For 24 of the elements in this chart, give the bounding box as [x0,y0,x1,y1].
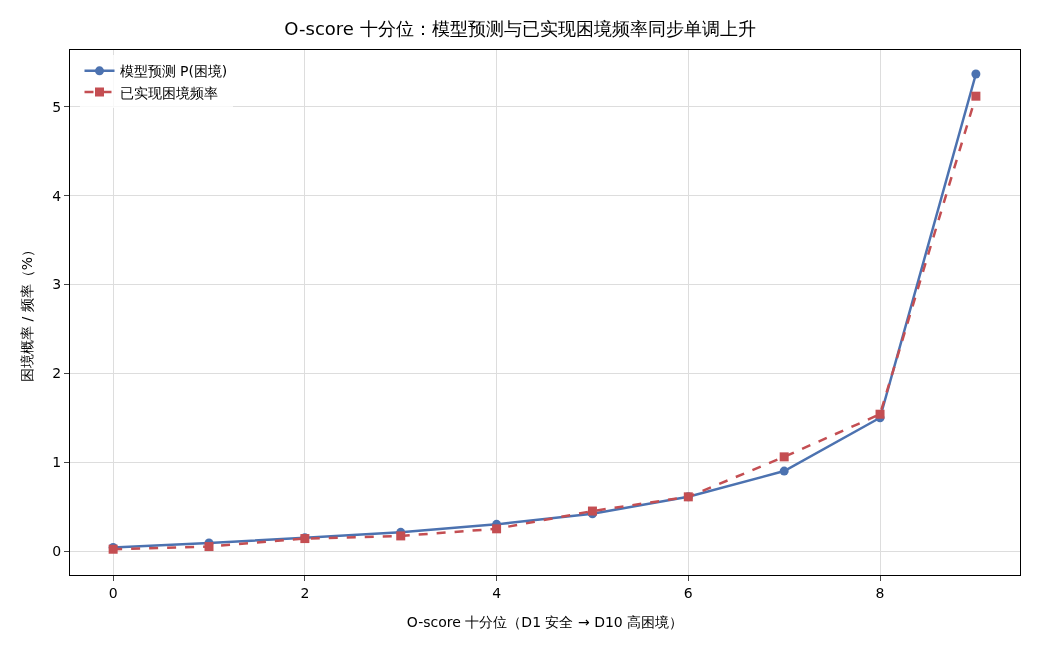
point [204,542,214,552]
y-tick-label: 0 [52,542,62,559]
chart-title: O-score 十分位：模型预测与已实现困境频率同步单调上升 [284,18,756,40]
y-tick-label: 5 [52,98,62,115]
x-tick-label: 4 [492,584,502,601]
point [779,466,789,476]
point [971,69,981,79]
x-tick-label: 2 [300,584,310,601]
point [971,91,981,101]
x-axis-title: O-score 十分位（D1 安全 → D10 高困境） [406,614,684,630]
y-tick-label: 3 [52,276,62,293]
y-tick-label: 4 [52,187,62,204]
y-axis-title: 困境概率 / 频率（%） [19,243,35,382]
point [779,452,789,462]
x-tick-label: 8 [875,584,885,601]
y-tick-label: 1 [52,454,62,471]
point [875,409,885,419]
point [492,524,502,534]
x-tick-label: 0 [108,584,118,601]
x-tick-label: 6 [683,584,693,601]
point [396,531,406,541]
legend-label: 模型预测 P(困境) [119,63,228,80]
legend-label: 已实现困境频率 [119,84,218,101]
y-tick-label: 2 [52,365,62,382]
